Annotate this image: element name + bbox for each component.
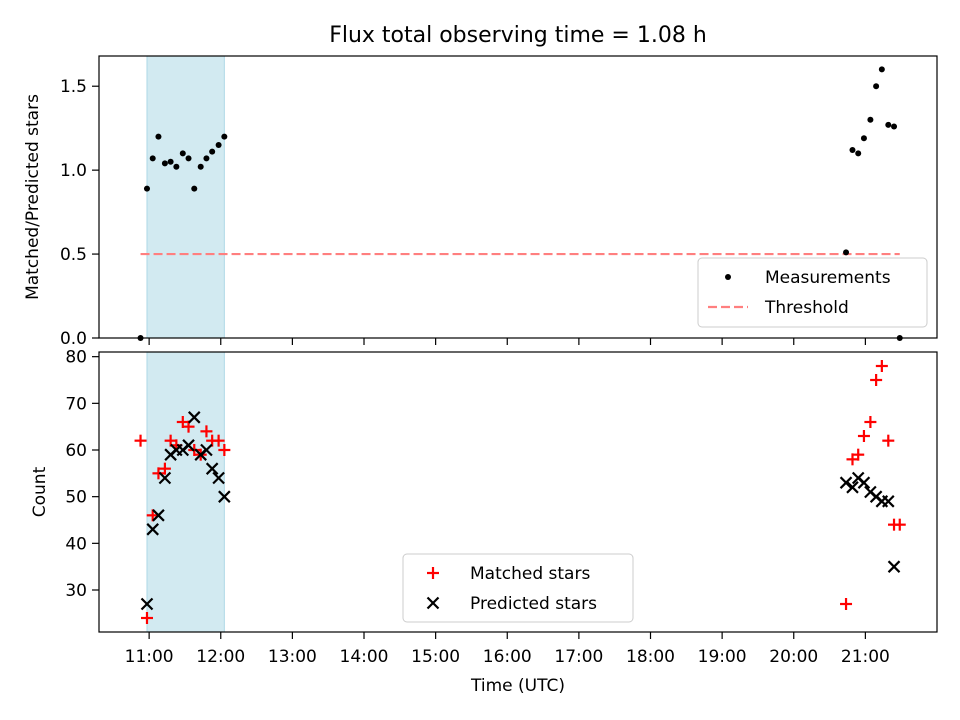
matched-star-point xyxy=(158,462,171,475)
measurement-point xyxy=(885,121,892,128)
legend-threshold-label: Threshold xyxy=(764,298,849,318)
measurement-point xyxy=(155,133,162,140)
matched-star-point xyxy=(870,374,883,386)
predicted-star-point xyxy=(146,523,159,536)
count-y-tick-label: 80 xyxy=(65,348,87,368)
ratio-y-tick-label: 1.0 xyxy=(60,161,87,181)
predicted-star-point xyxy=(205,462,219,475)
ratio-y-tick-label: 0.5 xyxy=(60,245,87,265)
x-tick-label: 19:00 xyxy=(698,647,747,667)
matched-star-point xyxy=(134,434,147,447)
x-tick-label: 16:00 xyxy=(483,647,532,667)
measurement-point xyxy=(197,163,204,170)
count-y-tick-label: 30 xyxy=(65,581,87,601)
measurement-point xyxy=(849,147,856,153)
count-panel: 30 40 50 60 70 80 11:00 12:00 13:00 14:00 15:00 16… xyxy=(30,348,938,696)
measurement-point xyxy=(185,155,192,162)
count-panel-frame xyxy=(98,351,938,633)
predicted-star-point xyxy=(882,495,895,508)
matched-star-point xyxy=(840,598,853,610)
matched-star-point xyxy=(852,448,865,461)
measurement-point xyxy=(867,116,874,123)
x-axis-label: Time (UTC) xyxy=(470,676,565,696)
x-tick-label: 21:00 xyxy=(841,647,890,667)
count-shaded-span xyxy=(146,351,225,633)
matched-star-point xyxy=(218,444,231,456)
legend-matched-marker xyxy=(427,567,439,579)
measurement-point xyxy=(173,163,180,170)
predicted-star-point xyxy=(182,439,195,452)
x-tick-label: 17:00 xyxy=(554,647,603,667)
count-y-tick-label: 50 xyxy=(65,488,87,508)
measurement-point xyxy=(843,249,850,256)
count-legend-box xyxy=(402,553,634,623)
measurement-point xyxy=(161,160,168,167)
ratio-shaded-span xyxy=(146,55,225,339)
measurement-point xyxy=(215,141,222,148)
predicted-star-point xyxy=(857,476,871,489)
count-legend: Matched stars Predicted stars xyxy=(402,553,634,623)
ratio-y-axis-label: Matched/Predicted stars xyxy=(23,94,43,300)
count-y-tick-label: 60 xyxy=(65,441,87,461)
measurement-point xyxy=(149,155,156,162)
measurement-point xyxy=(221,133,228,140)
x-tick-label: 14:00 xyxy=(340,647,389,667)
predicted-star-point xyxy=(218,490,231,503)
ratio-panel: 0.0 0.5 1.0 1.5 Matched/Predicted stars Mea… xyxy=(23,55,938,349)
ratio-legend-box xyxy=(697,257,928,328)
x-tick-label: 20:00 xyxy=(769,647,818,667)
matched-star-point xyxy=(212,434,225,447)
x-tick-label: 18:00 xyxy=(626,647,675,667)
measurement-point xyxy=(203,155,210,162)
matched-star-point xyxy=(200,425,213,438)
x-tick-label: 11:00 xyxy=(125,647,174,667)
matched-star-point xyxy=(864,416,877,428)
matched-star-point xyxy=(857,430,870,442)
ratio-panel-frame xyxy=(98,55,938,339)
count-y-axis-label: Count xyxy=(30,466,50,517)
count-y-tick-label: 40 xyxy=(65,534,87,554)
x-tick-label: 13:00 xyxy=(268,647,317,667)
x-tick-label: 12:00 xyxy=(196,647,245,667)
measurement-point xyxy=(860,135,867,142)
measurement-point xyxy=(873,83,880,90)
measurement-point xyxy=(167,158,174,165)
predicted-star-point xyxy=(212,471,225,485)
matched-star-point xyxy=(182,420,195,433)
predicted-star-point xyxy=(887,560,901,573)
predicted-star-point xyxy=(158,471,172,485)
predicted-star-point xyxy=(846,481,859,494)
measurement-point xyxy=(179,150,186,157)
chart-title: Flux total observing time = 1.08 h xyxy=(329,23,707,48)
count-y-tick-label: 70 xyxy=(65,394,87,414)
predicted-star-point xyxy=(839,476,853,489)
matched-star-point xyxy=(140,612,153,624)
ratio-y-tick-label: 1.5 xyxy=(60,77,87,97)
matched-star-point xyxy=(152,467,165,480)
legend-measurements-marker xyxy=(725,274,731,280)
predicted-star-point xyxy=(140,597,154,611)
legend-measurements-label: Measurements xyxy=(765,268,891,288)
measurement-point xyxy=(191,185,198,192)
predicted-star-point xyxy=(152,509,165,522)
legend-predicted-label: Predicted stars xyxy=(470,594,597,614)
measurement-point xyxy=(878,66,885,73)
matched-star-point xyxy=(893,518,906,531)
measurement-point xyxy=(855,150,862,157)
predicted-star-point xyxy=(187,411,201,424)
ratio-legend: Measurements Threshold xyxy=(697,257,928,328)
predicted-star-point xyxy=(200,443,213,457)
legend-predicted-marker xyxy=(426,596,440,610)
ratio-y-tick-label: 0.0 xyxy=(60,329,87,349)
measurement-point xyxy=(209,148,216,155)
matched-star-point xyxy=(875,360,888,372)
x-tick-label: 15:00 xyxy=(411,647,460,667)
legend-matched-label: Matched stars xyxy=(470,564,590,584)
measurement-point xyxy=(891,123,898,130)
matched-star-point xyxy=(146,509,159,522)
measurement-point xyxy=(143,185,150,192)
matched-star-point xyxy=(882,434,895,447)
